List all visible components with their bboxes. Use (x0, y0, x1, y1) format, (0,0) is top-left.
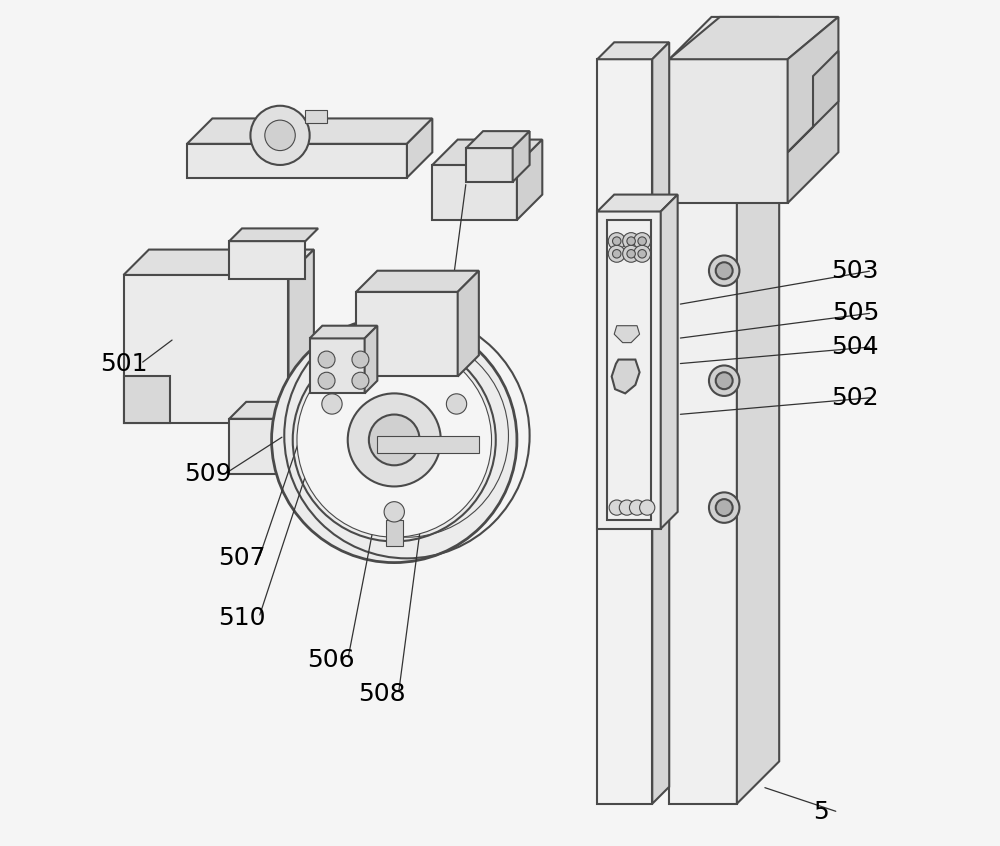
Text: 501: 501 (100, 352, 147, 376)
Text: 507: 507 (218, 547, 266, 570)
Circle shape (623, 245, 640, 262)
Polygon shape (612, 360, 640, 393)
Bar (669, 59, 788, 203)
Circle shape (446, 394, 467, 415)
Bar (305, 110, 327, 123)
Bar (377, 436, 479, 453)
Bar (356, 292, 458, 376)
Bar (597, 212, 661, 529)
Circle shape (609, 500, 624, 515)
Bar (597, 59, 652, 804)
Bar (607, 220, 651, 520)
Circle shape (297, 343, 492, 537)
Polygon shape (288, 250, 314, 423)
Circle shape (369, 415, 420, 465)
Circle shape (709, 255, 739, 286)
Circle shape (272, 317, 517, 563)
Circle shape (634, 233, 651, 250)
Circle shape (613, 237, 621, 245)
Bar (187, 144, 407, 178)
Polygon shape (652, 42, 669, 804)
Polygon shape (229, 402, 382, 419)
Polygon shape (407, 118, 432, 178)
Circle shape (352, 351, 369, 368)
Circle shape (613, 250, 621, 258)
Polygon shape (466, 131, 530, 148)
Text: 506: 506 (307, 648, 355, 672)
Circle shape (608, 245, 625, 262)
Bar (229, 419, 365, 474)
Circle shape (709, 492, 739, 523)
Polygon shape (352, 440, 453, 457)
Text: 508: 508 (358, 682, 405, 706)
Circle shape (384, 502, 404, 522)
Circle shape (716, 499, 733, 516)
Polygon shape (437, 440, 453, 525)
Circle shape (638, 250, 646, 258)
Circle shape (322, 394, 342, 415)
Circle shape (318, 351, 335, 368)
Circle shape (608, 233, 625, 250)
Polygon shape (124, 250, 314, 275)
Text: 5: 5 (814, 800, 829, 824)
Circle shape (318, 372, 335, 389)
Bar (352, 457, 437, 525)
Bar (432, 165, 517, 220)
Polygon shape (737, 17, 779, 804)
Circle shape (716, 262, 733, 279)
Polygon shape (788, 17, 838, 203)
Circle shape (623, 233, 640, 250)
Bar (310, 338, 365, 393)
Polygon shape (310, 326, 377, 338)
Bar (386, 520, 403, 546)
Text: 509: 509 (184, 462, 232, 486)
Bar (466, 148, 513, 182)
Polygon shape (614, 326, 640, 343)
Text: 510: 510 (218, 606, 266, 629)
Polygon shape (517, 140, 542, 220)
Circle shape (627, 237, 635, 245)
Circle shape (638, 237, 646, 245)
Polygon shape (597, 195, 678, 212)
Text: 503: 503 (832, 259, 879, 283)
Polygon shape (432, 140, 542, 165)
Polygon shape (365, 326, 377, 393)
Circle shape (250, 106, 310, 165)
Circle shape (629, 500, 645, 515)
Circle shape (709, 365, 739, 396)
Polygon shape (187, 118, 432, 144)
Polygon shape (513, 131, 530, 182)
Text: 502: 502 (832, 386, 879, 409)
Circle shape (627, 250, 635, 258)
Polygon shape (365, 402, 382, 474)
Text: 504: 504 (832, 335, 879, 359)
Circle shape (352, 372, 369, 389)
Bar (124, 275, 288, 423)
Polygon shape (124, 376, 170, 423)
Circle shape (716, 372, 733, 389)
Polygon shape (788, 51, 838, 152)
Polygon shape (458, 271, 479, 376)
Circle shape (634, 245, 651, 262)
Circle shape (348, 393, 441, 486)
Bar (229, 241, 305, 279)
Polygon shape (669, 17, 838, 59)
Polygon shape (356, 271, 479, 292)
Polygon shape (669, 17, 779, 59)
Bar (669, 59, 737, 804)
Circle shape (265, 120, 295, 151)
Polygon shape (661, 195, 678, 529)
Polygon shape (597, 42, 669, 59)
Polygon shape (229, 228, 318, 241)
Circle shape (619, 500, 635, 515)
Circle shape (640, 500, 655, 515)
Text: 505: 505 (832, 301, 879, 325)
